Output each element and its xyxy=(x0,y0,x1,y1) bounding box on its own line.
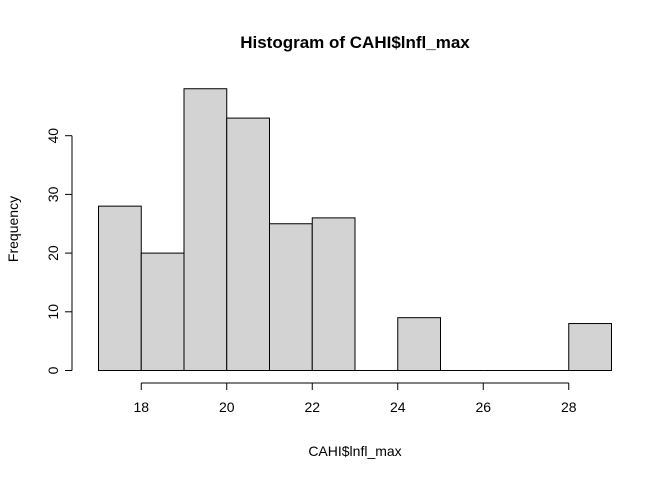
histogram-bar xyxy=(397,317,441,372)
histogram-bar xyxy=(269,223,313,371)
x-axis: 18 20 22 24 26 28 xyxy=(133,382,577,415)
y-axis: 0 10 20 30 40 xyxy=(45,128,73,374)
x-tick-label: 20 xyxy=(219,399,235,415)
histogram-bar xyxy=(140,252,185,372)
histogram-bar xyxy=(226,117,270,371)
histogram-bar xyxy=(311,217,356,371)
y-tick-label: 20 xyxy=(45,245,61,261)
x-tick-label: 18 xyxy=(133,399,149,415)
x-axis-label: CAHI$lnfl_max xyxy=(308,443,401,459)
y-tick-label: 40 xyxy=(45,128,61,144)
histogram-bar xyxy=(568,323,612,372)
x-tick-label: 24 xyxy=(390,399,406,415)
y-tick-label: 30 xyxy=(45,186,61,202)
bars-group xyxy=(98,88,612,372)
y-axis-label: Frequency xyxy=(5,196,21,262)
histogram-bar xyxy=(98,205,142,371)
histogram-bar xyxy=(183,88,228,372)
x-tick-label: 26 xyxy=(475,399,491,415)
y-tick-label: 10 xyxy=(45,304,61,320)
y-tick-label: 0 xyxy=(45,366,61,374)
x-tick-label: 28 xyxy=(561,399,577,415)
x-tick-label: 22 xyxy=(304,399,320,415)
chart-title: Histogram of CAHI$lnfl_max xyxy=(240,33,470,52)
